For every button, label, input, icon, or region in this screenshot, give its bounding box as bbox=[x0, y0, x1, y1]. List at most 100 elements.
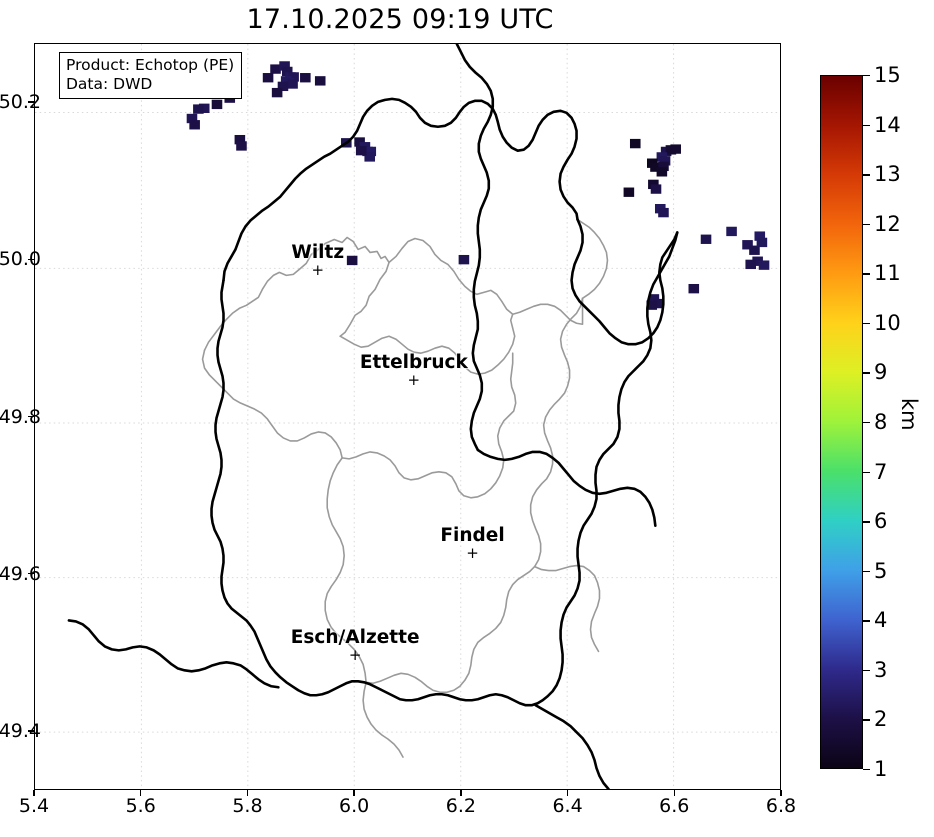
colorbar-tick-mark bbox=[863, 669, 870, 672]
colorbar-tick-label-12: 12 bbox=[874, 211, 901, 236]
radar-echo-cell bbox=[754, 231, 766, 241]
city-marker-ettelbruck[interactable]: Ettelbruck + bbox=[359, 352, 468, 390]
city-marker-wiltz[interactable]: Wiltz + bbox=[291, 242, 345, 278]
radar-echo-cell bbox=[700, 234, 712, 244]
colorbar-tick-label-13: 13 bbox=[874, 162, 901, 187]
radar-echo-cell bbox=[189, 120, 200, 130]
x-tick-label-6.6: 6.6 bbox=[659, 795, 690, 817]
colorbar-tick-mark bbox=[863, 322, 870, 325]
city-cross-icon: + bbox=[466, 544, 479, 563]
radar-echo-cell bbox=[186, 113, 198, 124]
radar-echo-cell bbox=[198, 103, 210, 113]
radar-echo-cell bbox=[314, 76, 326, 86]
radar-echo-layer bbox=[186, 59, 770, 310]
colorbar-tick-label-1: 1 bbox=[874, 757, 888, 781]
radar-echo-cell bbox=[354, 137, 365, 147]
radar-echo-cell bbox=[656, 167, 668, 177]
radar-echo-cell bbox=[648, 179, 659, 190]
radar-echo-cell bbox=[742, 240, 753, 250]
x-tick-label-6.4: 6.4 bbox=[552, 795, 583, 817]
y-tick-label-50.0: 50.0 bbox=[0, 248, 41, 271]
x-tick-mark bbox=[460, 790, 462, 796]
x-tick-mark bbox=[140, 790, 142, 796]
colorbar-tick-label-8: 8 bbox=[874, 410, 888, 434]
y-tick-label-49.6: 49.6 bbox=[0, 562, 41, 585]
radar-echo-cell bbox=[211, 99, 223, 110]
radar-echo-cell bbox=[236, 141, 247, 151]
colorbar-tick-label-14: 14 bbox=[874, 112, 901, 137]
city-marker-esch-alzette[interactable]: Esch/Alzette + bbox=[291, 627, 420, 665]
info-box: Product: Echotop (PE) Data: DWD bbox=[59, 52, 243, 99]
map-plot-area[interactable]: Product: Echotop (PE) Data: DWD Wiltz + Et… bbox=[34, 43, 781, 790]
colorbar-tick-mark bbox=[863, 769, 870, 771]
radar-echo-cell bbox=[648, 294, 660, 304]
x-tick-mark bbox=[246, 790, 249, 796]
y-tick-label-49.4: 49.4 bbox=[0, 720, 41, 743]
colorbar-tick-mark bbox=[863, 372, 870, 374]
radar-echo-cell bbox=[646, 300, 658, 310]
info-product-line: Product: Echotop (PE) bbox=[66, 56, 235, 74]
y-tick-mark bbox=[28, 573, 34, 575]
radar-echo-cell bbox=[346, 255, 358, 266]
colorbar-tick-label-15: 15 bbox=[874, 63, 901, 87]
city-cross-icon: + bbox=[407, 371, 421, 390]
x-tick-mark bbox=[353, 790, 355, 796]
city-cross-icon: + bbox=[348, 646, 362, 665]
radar-echo-cell bbox=[629, 138, 641, 149]
city-label: Ettelbruck bbox=[359, 352, 468, 374]
x-tick-label-6.0: 6.0 bbox=[339, 795, 370, 817]
radar-echo-cell bbox=[688, 283, 700, 294]
city-label: Wiltz bbox=[291, 242, 345, 264]
x-tick-mark bbox=[566, 790, 569, 796]
radar-echo-cell bbox=[670, 144, 681, 154]
colorbar-tick-label-5: 5 bbox=[874, 558, 888, 583]
colorbar-tick-label-9: 9 bbox=[874, 360, 888, 385]
x-tick-label-5.6: 5.6 bbox=[125, 795, 156, 817]
radar-echo-cell bbox=[652, 298, 664, 309]
y-tick-mark bbox=[28, 415, 34, 418]
colorbar-tick-mark bbox=[863, 223, 870, 226]
colorbar[interactable] bbox=[820, 75, 863, 769]
colorbar-tick-label-10: 10 bbox=[874, 310, 901, 335]
radar-echo-cell bbox=[355, 145, 367, 156]
colorbar-tick-mark bbox=[863, 620, 870, 622]
radar-echo-cell bbox=[650, 184, 662, 194]
radar-echo-cell bbox=[726, 226, 737, 237]
radar-echo-cell bbox=[623, 187, 635, 197]
radar-echo-cell bbox=[752, 256, 763, 266]
page-title: 17.10.2025 09:19 UTC bbox=[246, 4, 554, 35]
y-tick-label-50.2: 50.2 bbox=[0, 90, 41, 113]
radar-echo-cell bbox=[458, 254, 470, 265]
x-tick-mark bbox=[33, 790, 35, 796]
colorbar-tick-mark bbox=[863, 570, 870, 573]
colorbar-tick-mark bbox=[863, 521, 870, 523]
radar-echo-cell bbox=[659, 156, 671, 166]
colorbar-tick-mark bbox=[863, 719, 870, 721]
radar-echo-cell bbox=[650, 162, 661, 172]
colorbar-tick-label-2: 2 bbox=[874, 707, 888, 732]
y-tick-mark bbox=[28, 258, 34, 260]
x-tick-label-5.8: 5.8 bbox=[232, 795, 263, 817]
y-tick-mark bbox=[28, 101, 34, 103]
radar-echo-cell bbox=[281, 66, 293, 77]
radar-echo-cell bbox=[749, 245, 760, 255]
radar-echo-cell bbox=[279, 61, 290, 71]
city-label: Findel bbox=[440, 525, 505, 547]
radar-echo-cell bbox=[271, 87, 283, 98]
radar-echo-cell bbox=[745, 259, 757, 270]
colorbar-tick-label-11: 11 bbox=[874, 261, 901, 286]
x-tick-label-6.8: 6.8 bbox=[765, 795, 797, 817]
colorbar-tick-label-3: 3 bbox=[874, 657, 888, 682]
colorbar-tick-mark bbox=[863, 422, 870, 424]
colorbar-tick-mark bbox=[863, 471, 870, 473]
city-marker-findel[interactable]: Findel + bbox=[440, 525, 505, 563]
x-tick-mark bbox=[780, 790, 782, 796]
radar-echo-cell bbox=[262, 73, 274, 83]
x-tick-label-5.4: 5.4 bbox=[18, 795, 50, 817]
colorbar-tick-label-4: 4 bbox=[874, 608, 888, 633]
radar-echo-cell bbox=[365, 146, 377, 157]
info-data-line: Data: DWD bbox=[66, 74, 153, 93]
radar-echo-cell bbox=[658, 161, 669, 172]
colorbar-tick-mark bbox=[863, 273, 870, 275]
